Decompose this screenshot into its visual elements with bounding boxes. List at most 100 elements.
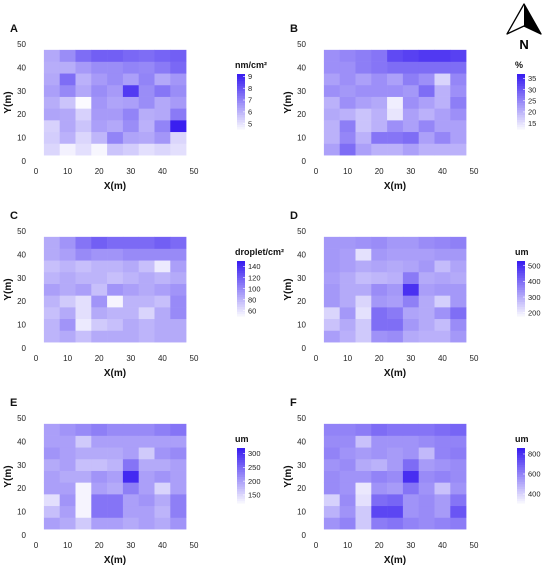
heatmap-cell [355,131,372,144]
colorbar-segment [517,503,525,507]
heatmap-cell [339,505,356,518]
heatmap-cell [371,505,388,518]
heatmap-cell [339,470,356,483]
colorbar-segment [517,107,525,111]
heatmap-cell [402,96,419,109]
legend-tick-label: 800 [528,450,541,459]
heatmap-cell [122,61,139,74]
heatmap-cell [387,84,404,97]
heatmap-cell [43,470,60,483]
heatmap-cell [387,494,404,507]
colorbar-segment [517,268,525,272]
heatmap-cell [43,120,60,133]
heatmap-cells [43,49,187,156]
colorbar-segment [237,309,245,313]
legend-title: um [235,434,249,444]
heatmap-cell [107,330,124,343]
heatmap-cell [122,260,139,273]
x-tick-label: 10 [343,167,352,176]
heatmap-cell [170,131,187,144]
heatmap-cell [91,435,108,448]
heatmap-cell [154,330,171,343]
legend-tick-label: 9 [248,72,252,81]
heatmap-cell [418,330,435,343]
heatmap-cell [154,295,171,308]
colorbar-segment [237,452,245,456]
y-tick-label: 30 [17,274,26,283]
heatmap-cell [59,494,76,507]
heatmap-cell [107,61,124,74]
colorbar-segment [517,117,525,121]
heatmap-cell [387,283,404,296]
colorbar-segment [517,462,525,466]
colorbar-segment [237,481,245,485]
heatmap-cell [122,143,139,156]
y-tick-label: 50 [17,414,26,423]
colorbar-segment [237,107,245,111]
heatmap-cell [170,517,187,530]
y-tick-label: 50 [17,40,26,49]
heatmap-cell [371,49,388,62]
colorbar-segment [517,486,525,490]
y-axis-title: Y(m) [283,465,294,487]
heatmap-cell [355,295,372,308]
heatmap-cell [91,330,108,343]
heatmap-cell [43,517,60,530]
heatmap-cell [122,435,139,448]
y-tick-label: 40 [17,250,26,259]
heatmap-cell [355,248,372,261]
colorbar-segment [517,489,525,492]
heatmap-cell [91,458,108,471]
heatmap-cell [323,517,340,530]
x-axis-title: X(m) [384,555,406,566]
heatmap-cell [59,131,76,144]
colorbar-segment [237,112,245,116]
heatmap-cell [138,96,155,109]
y-tick-label: 30 [297,461,306,470]
heatmap-cell [450,260,467,273]
heatmap-cell [434,73,451,86]
heatmap-cell [339,61,356,74]
heatmap-cell [107,423,124,436]
heatmap-cell [170,108,187,121]
heatmap-cell [339,494,356,507]
heatmap-cell [387,482,404,495]
heatmap-cell [323,307,340,320]
heatmap-cell [91,318,108,331]
heatmap-cell [371,143,388,156]
heatmap-cell [323,330,340,343]
colorbar-segment [237,273,245,276]
heatmap-cell [122,236,139,249]
heatmap-cell [450,271,467,284]
heatmap-cell [323,447,340,460]
heatmap-cell [91,447,108,460]
heatmap-cell [75,435,92,448]
y-tick-label: 50 [297,227,306,236]
y-tick-label: 40 [17,437,26,446]
heatmap-cell [450,283,467,296]
heatmap-cell [107,435,124,448]
heatmap-cell [355,458,372,471]
heatmap-cell [43,447,60,460]
colorbar-segment [517,290,525,293]
heatmap-cell [450,458,467,471]
colorbar-segment [237,100,245,104]
heatmap-cell [339,73,356,86]
heatmap-cell [371,318,388,331]
heatmap-cell [418,517,435,530]
colorbar-segment [517,261,525,264]
heatmap-cell [323,494,340,507]
heatmap-cell [418,458,435,471]
colorbar-segment [237,117,245,121]
y-axis: 0 10 20 30 40 50 Y(m) [3,414,27,540]
colorbar-legend: % 15 20 25 30 35 [515,60,536,133]
heatmap-cell [59,73,76,86]
y-axis-title: Y(m) [3,278,14,300]
heatmap-cell [339,143,356,156]
heatmap-cell [43,271,60,284]
x-tick-label: 30 [126,167,135,176]
x-tick-label: 10 [63,354,72,363]
heatmap-cell [339,49,356,62]
x-tick-label: 50 [190,167,199,176]
